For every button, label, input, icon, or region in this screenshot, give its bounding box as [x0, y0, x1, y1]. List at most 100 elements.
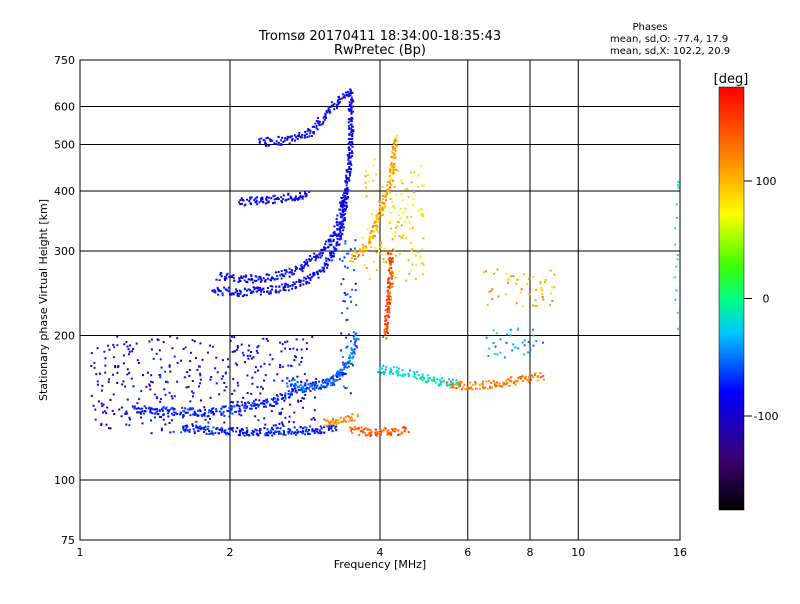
echo-point	[355, 303, 358, 306]
echo-point	[372, 179, 375, 182]
echo-point	[297, 400, 300, 403]
echo-point	[334, 420, 337, 423]
echo-point	[236, 427, 239, 429]
echo-point	[348, 118, 351, 121]
echo-point	[148, 340, 151, 343]
echo-point	[295, 136, 298, 139]
echo-point	[153, 412, 156, 415]
echo-point	[345, 176, 348, 179]
echo-point	[351, 125, 354, 128]
echo-point	[350, 347, 353, 350]
echo-point	[364, 427, 367, 430]
echo-point	[422, 237, 425, 240]
echo-point	[128, 350, 131, 353]
echo-point	[195, 426, 198, 429]
echo-point	[113, 356, 115, 359]
echo-point	[269, 139, 272, 142]
echo-point	[210, 376, 213, 378]
echo-point	[325, 380, 328, 383]
echo-point	[139, 407, 142, 410]
echo-point	[304, 130, 307, 133]
echo-point	[249, 354, 252, 357]
echo-point	[349, 137, 352, 140]
echo-point	[116, 382, 119, 384]
echo-point	[288, 430, 291, 433]
echo-point	[263, 417, 266, 420]
echo-point	[347, 118, 350, 121]
echo-point	[340, 332, 343, 335]
echo-point	[229, 409, 232, 412]
echo-point	[421, 212, 424, 215]
echo-point	[272, 398, 274, 401]
echo-point	[337, 234, 340, 237]
echo-point	[471, 384, 474, 387]
echo-point	[220, 272, 223, 275]
echo-point	[363, 428, 366, 431]
echo-point	[332, 234, 335, 237]
echo-point	[393, 186, 396, 188]
echo-point	[250, 404, 253, 407]
echo-point	[484, 270, 487, 273]
echo-point	[390, 269, 393, 272]
echo-point	[402, 373, 405, 376]
echo-point	[389, 282, 392, 285]
echo-point	[239, 430, 241, 433]
echo-point	[133, 407, 136, 410]
echo-point	[331, 417, 334, 420]
echo-point	[348, 141, 351, 144]
echo-point	[417, 374, 420, 377]
echo-point	[394, 146, 396, 149]
echo-point	[399, 207, 402, 210]
echo-point	[218, 428, 221, 431]
echo-point	[356, 255, 359, 258]
echo-point	[292, 421, 295, 424]
echo-point	[366, 174, 369, 176]
echo-point	[262, 337, 265, 340]
echo-point	[467, 386, 470, 389]
echo-point	[101, 405, 104, 408]
echo-point	[318, 269, 321, 272]
echo-point	[372, 164, 375, 167]
echo-point	[359, 250, 361, 253]
echo-point	[278, 432, 281, 435]
echo-point	[505, 272, 508, 275]
echo-point	[410, 269, 413, 272]
echo-point	[372, 260, 375, 263]
echo-point	[346, 345, 349, 348]
echo-point	[295, 280, 298, 283]
echo-point	[534, 372, 537, 375]
echo-point	[253, 199, 256, 201]
echo-point	[254, 415, 257, 418]
echo-point	[308, 129, 311, 132]
echo-point	[350, 253, 353, 256]
echo-point	[192, 392, 195, 395]
echo-point	[309, 425, 312, 428]
echo-point	[375, 216, 378, 218]
echo-point	[284, 137, 287, 140]
echo-point	[225, 433, 228, 436]
echo-point	[275, 427, 278, 430]
echo-point	[338, 222, 341, 225]
echo-point	[283, 430, 285, 433]
echo-point	[329, 423, 331, 426]
echo-point	[223, 382, 226, 384]
echo-point	[387, 292, 390, 295]
echo-point	[254, 197, 257, 200]
echo-point	[460, 381, 463, 384]
echo-point	[333, 225, 336, 228]
echo-point	[484, 386, 487, 389]
echo-point	[369, 238, 371, 241]
echo-point	[159, 376, 162, 379]
echo-point	[262, 387, 264, 390]
echo-point	[320, 387, 322, 390]
echo-point	[314, 255, 317, 258]
echo-point	[223, 405, 226, 408]
echo-point	[338, 243, 341, 246]
echo-point	[376, 220, 379, 223]
echo-point	[214, 432, 217, 434]
echo-point	[94, 418, 97, 421]
echo-point	[395, 134, 398, 137]
echo-point	[227, 410, 230, 412]
echo-point	[264, 423, 267, 426]
echo-point	[237, 434, 240, 436]
